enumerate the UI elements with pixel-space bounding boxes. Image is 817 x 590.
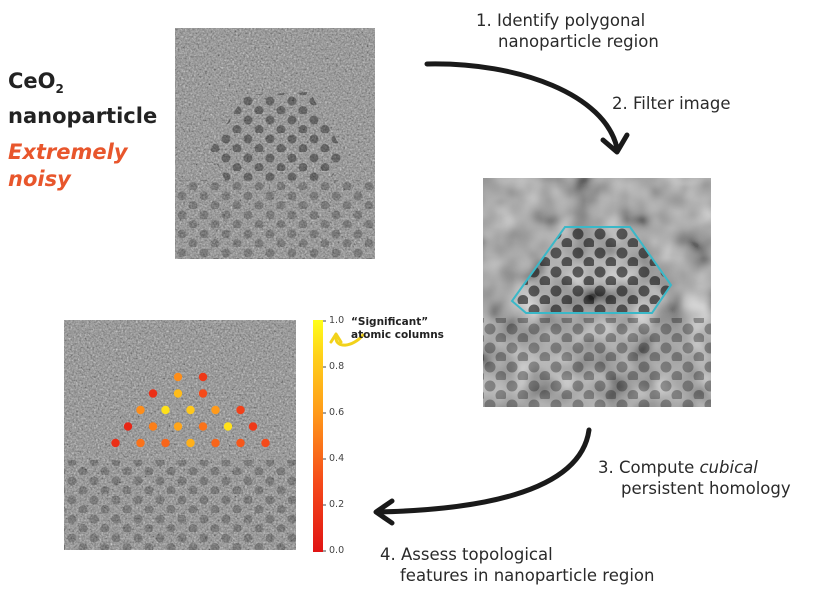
atomic-column-dot xyxy=(186,438,195,448)
atomic-column-dot xyxy=(173,422,183,431)
significant-annotation: “Significant” atomic columns xyxy=(351,316,444,341)
significant-pointer-arrow xyxy=(334,333,365,347)
nanoparticle-polygon xyxy=(510,226,673,314)
step3-label: 3. Compute cubical persistent homology xyxy=(598,458,791,498)
colorbar-ticks xyxy=(323,320,326,552)
atomic-column-dot xyxy=(198,372,208,382)
flow-arrows xyxy=(373,61,630,526)
atomic-column-dot xyxy=(248,422,258,431)
atomic-column-dot xyxy=(236,438,245,448)
colorbar-gradient xyxy=(313,320,323,552)
atomic-column-dot xyxy=(198,422,208,431)
colorbar-tick-label: 0.8 xyxy=(329,361,345,372)
colorbar-tick-label: 0.6 xyxy=(329,407,345,418)
result-image xyxy=(64,320,296,550)
atomic-column-dot xyxy=(211,438,220,448)
colorbar-tick-label: 1.0 xyxy=(329,315,345,326)
atomic-column-dot xyxy=(186,405,195,415)
atomic-column-dot xyxy=(236,405,245,415)
filtered-image xyxy=(483,178,711,407)
arrow-step1 xyxy=(424,61,620,151)
colorbar-tick-label: 0.2 xyxy=(329,499,345,510)
step2-label: 2. Filter image xyxy=(612,94,731,113)
noise-emphasis: Extremely noisy xyxy=(8,140,128,191)
atomic-column-dot xyxy=(161,405,170,415)
atomic-column-dot xyxy=(136,438,145,448)
atomic-column-dot xyxy=(173,389,183,398)
step1-label: 1. Identify polygonal nanoparticle regio… xyxy=(476,11,659,51)
atomic-column-dot xyxy=(198,389,208,398)
atomic-column-dot xyxy=(211,405,220,415)
atomic-column-dot xyxy=(111,438,120,448)
atomic-column-dot xyxy=(123,422,133,431)
atomic-column-dot xyxy=(161,438,170,448)
atomic-column-dot xyxy=(223,422,233,431)
colorbar-tick-label: 0.0 xyxy=(329,545,345,556)
colorbar xyxy=(313,320,326,552)
atomic-column-dot xyxy=(148,389,158,398)
atomic-column-dot xyxy=(261,438,270,448)
raw-tem-image xyxy=(175,28,375,259)
arrow-step3 xyxy=(375,427,592,515)
sample-title: CeO2 nanoparticle xyxy=(8,69,158,129)
atomic-column-dot xyxy=(136,405,145,415)
step4-label: 4. Assess topological features in nanopa… xyxy=(380,545,655,585)
atomic-column-dot xyxy=(173,372,183,382)
colorbar-tick-label: 0.4 xyxy=(329,453,345,464)
atomic-column-markers xyxy=(111,372,270,448)
atomic-column-dot xyxy=(148,422,158,431)
